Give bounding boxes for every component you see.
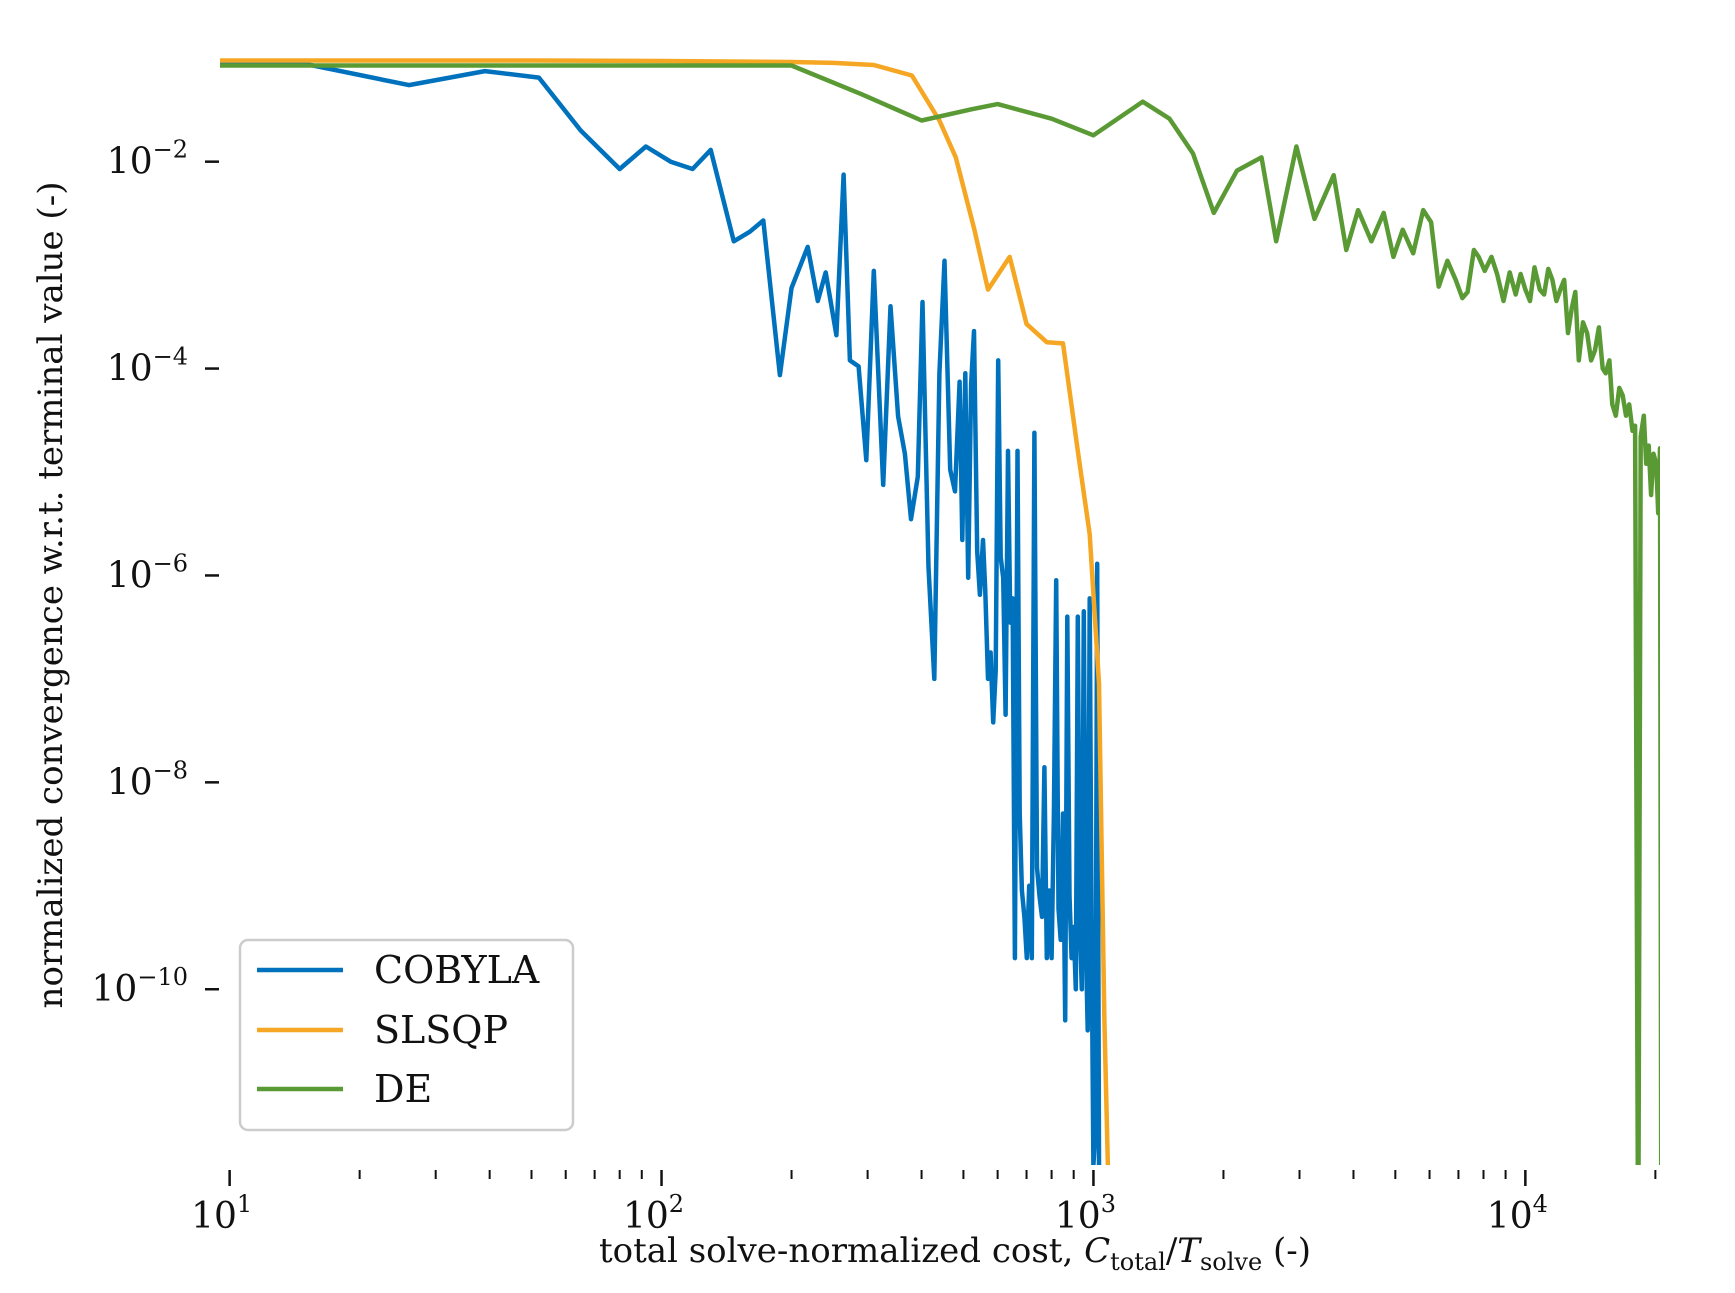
legend-label-slsqp: SLSQP [374,1008,508,1052]
series-layer [220,58,1660,1165]
y-tick-label-0: 10−2 [107,136,188,183]
legend-label-cobyla: COBYLA [374,948,540,992]
y-tick-label-1: 10−4 [107,343,188,390]
x-tick-label-0: 101 [191,1190,252,1237]
legend-frame [238,938,575,1132]
series-line-de [220,63,1660,1165]
y-axis-ticks: 10−2 10−4 10−6 10−8 10−10 [92,136,219,1010]
x-tick-label-2: 103 [1055,1190,1116,1237]
x-tick-label-3: 104 [1487,1190,1548,1237]
y-axis-label: normalized convergence w.r.t. terminal v… [31,182,71,1009]
x-axis-ticks: 101 102 103 104 [191,1170,1657,1237]
series-line-slsqp [220,58,1111,1165]
x-tick-label-1: 102 [623,1190,684,1237]
series-line-cobyla [220,60,1102,1165]
y-tick-label-2: 10−6 [107,549,188,596]
y-tick-label-4: 10−10 [92,963,188,1010]
legend-label-de: DE [374,1067,432,1111]
legend: COBYLA SLSQP DE [238,938,575,1132]
y-tick-label-3: 10−8 [107,756,188,803]
x-axis-label: total solve-normalized cost, Ctotal/Tsol… [599,1231,1311,1276]
